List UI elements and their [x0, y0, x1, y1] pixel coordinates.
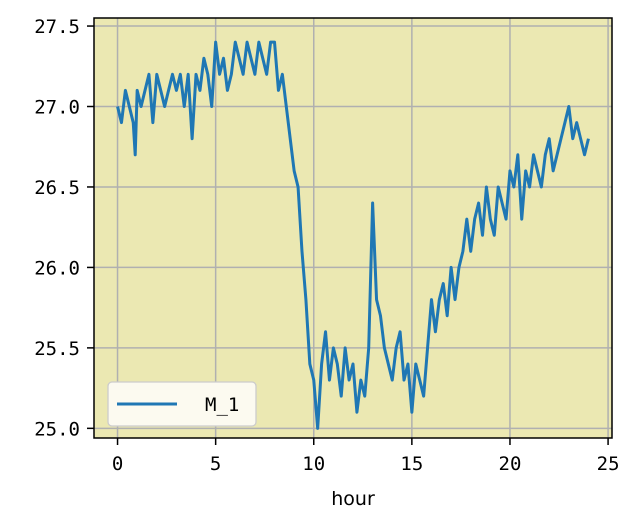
x-axis-label: hour	[331, 488, 375, 510]
legend: M_1	[107, 381, 257, 427]
y-tick-label: 25.5	[34, 338, 80, 360]
series-line-m1	[116, 40, 590, 430]
plot-frame	[93, 17, 613, 439]
legend-box	[107, 381, 257, 427]
x-tick-label: 25	[597, 453, 620, 475]
y-tick-label: 27.5	[34, 16, 80, 38]
y-tick-label: 27.0	[34, 97, 80, 119]
x-axis-ticks: 0 5 10 15 20 25	[112, 438, 620, 475]
x-tick-label: 0	[112, 453, 123, 475]
y-tick-label: 25.0	[34, 418, 80, 440]
x-tick-label: 15	[400, 453, 423, 475]
y-tick-label: 26.5	[34, 177, 80, 199]
x-grid-lines	[116, 18, 609, 438]
y-axis-ticks: 25.0 25.5 26.0 26.5 27.0 27.5	[34, 16, 94, 440]
legend-label-m1: M_1	[205, 394, 239, 416]
x-tick-label: 5	[210, 453, 221, 475]
y-tick-label: 26.0	[34, 257, 80, 279]
x-tick-label: 10	[302, 453, 325, 475]
x-tick-label: 20	[499, 453, 522, 475]
